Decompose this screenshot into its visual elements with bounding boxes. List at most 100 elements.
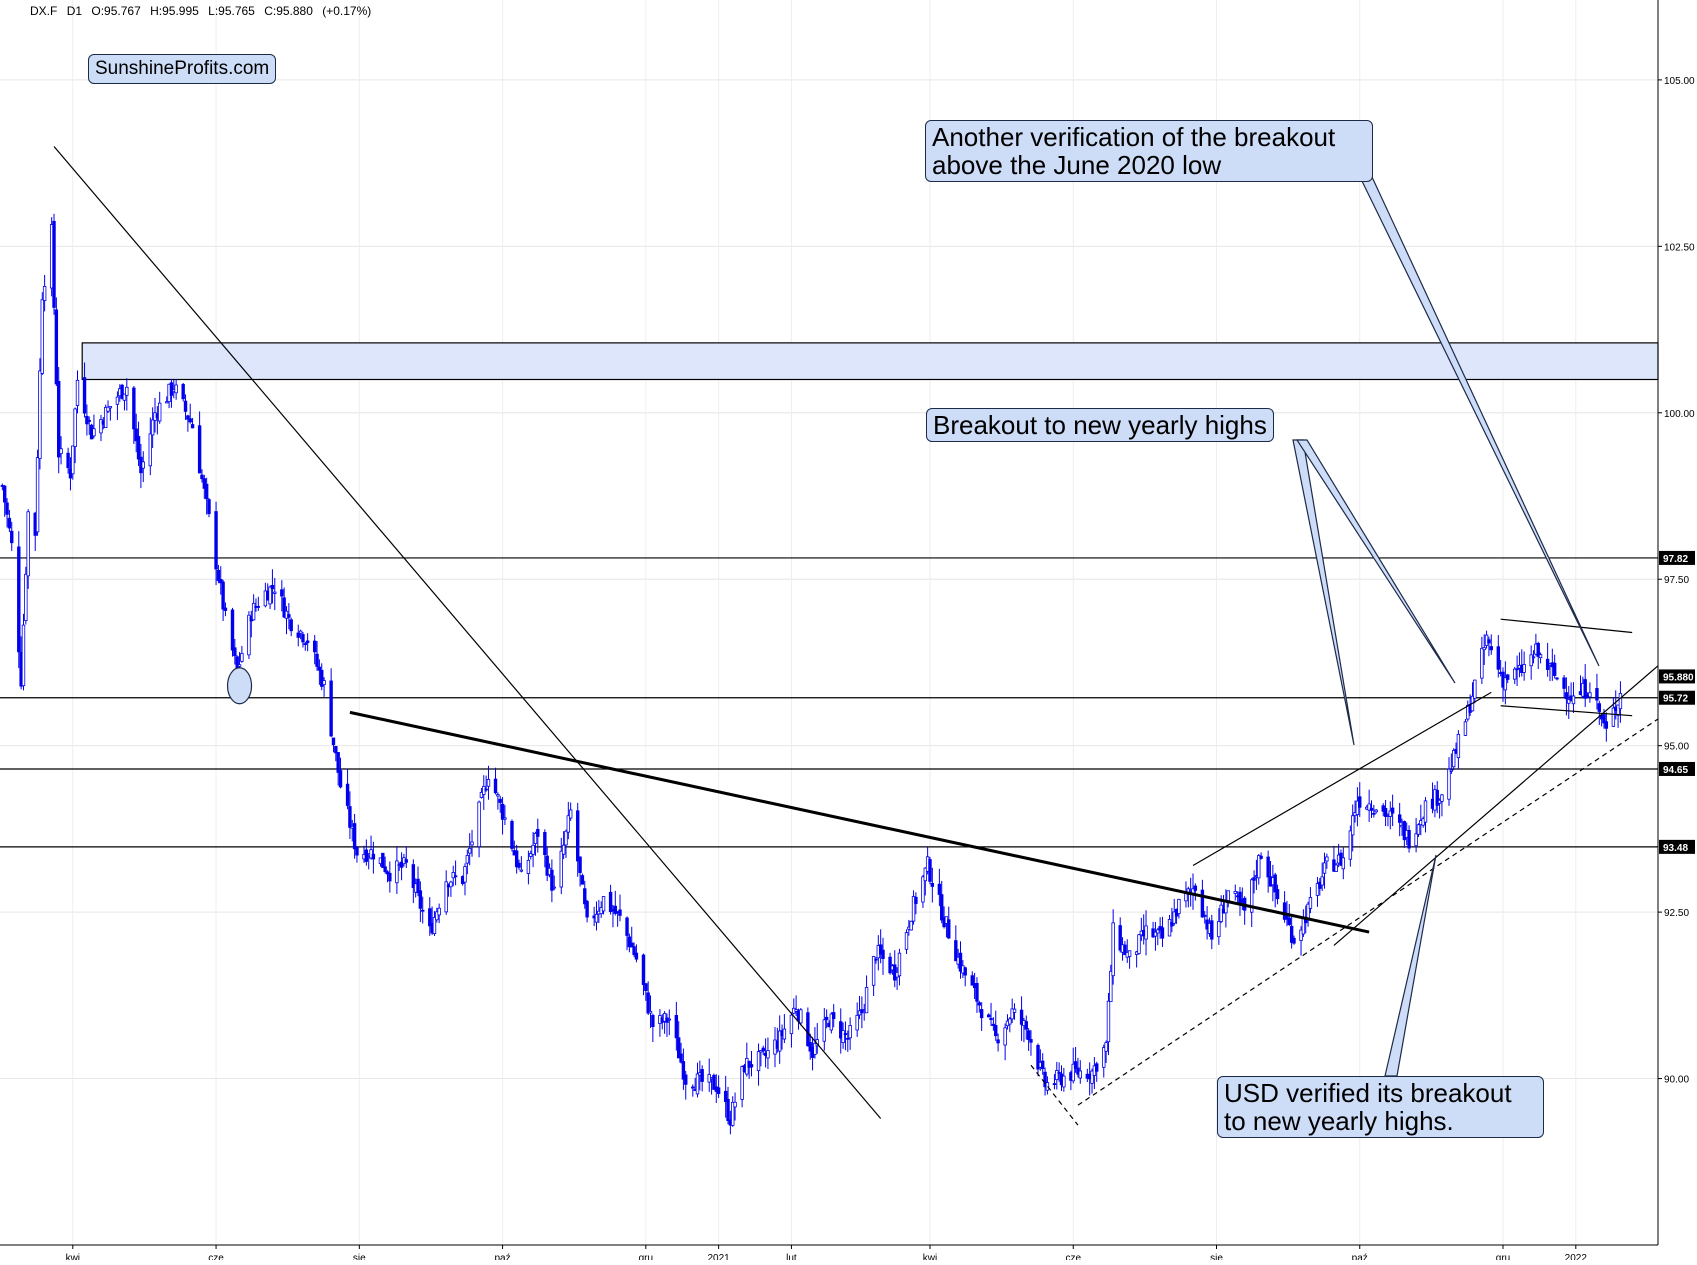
candle-body xyxy=(197,425,202,474)
candle-body xyxy=(977,1002,982,1006)
candle-body xyxy=(449,881,453,888)
candle-body xyxy=(691,1086,695,1089)
candle-body xyxy=(822,1019,827,1042)
candle-body xyxy=(1226,890,1230,902)
candle-body xyxy=(881,949,885,959)
level-price-label-bg xyxy=(1659,761,1695,776)
candle-body xyxy=(1250,879,1254,913)
candle-body xyxy=(1045,1082,1050,1091)
candle-body xyxy=(1118,925,1122,951)
candle-body xyxy=(1257,855,1261,879)
candle-body xyxy=(991,1023,996,1026)
candle-body xyxy=(1055,1070,1059,1081)
candle-body xyxy=(871,956,876,986)
candle-body xyxy=(543,832,547,856)
candle-body xyxy=(331,737,336,746)
candle-body xyxy=(914,896,918,904)
candle-body xyxy=(644,983,648,991)
candle-body xyxy=(1109,970,1113,1003)
candle-body xyxy=(1435,789,1439,806)
candle-body xyxy=(1595,688,1599,701)
candle-body xyxy=(733,1101,737,1108)
candle-body xyxy=(676,1037,681,1059)
candle-body xyxy=(531,844,535,855)
candle-body xyxy=(1449,769,1454,772)
candle-body xyxy=(613,905,617,914)
candle-body xyxy=(1156,929,1160,934)
candle-body xyxy=(240,652,244,662)
candle-body xyxy=(10,530,14,544)
candle-body xyxy=(1102,1047,1106,1068)
thin-trendline xyxy=(1500,705,1633,717)
level-price-label: 95.72 xyxy=(1663,694,1688,705)
candle-body xyxy=(975,983,979,1002)
candle-body xyxy=(1482,647,1486,651)
candle-body xyxy=(1019,1009,1024,1025)
candle-body xyxy=(207,499,211,515)
candle-body xyxy=(165,401,169,404)
candle-body xyxy=(317,666,322,671)
candle-body xyxy=(928,859,932,882)
candle-body xyxy=(1351,815,1355,836)
candle-body xyxy=(761,1047,765,1052)
candle-body xyxy=(726,1098,730,1121)
candle-body xyxy=(303,643,307,645)
candle-body xyxy=(1604,721,1609,729)
level-price-label-bg xyxy=(1659,690,1695,705)
candle-body xyxy=(1423,800,1428,823)
candle-body xyxy=(1287,917,1291,925)
candle-body xyxy=(388,872,392,882)
candle-body xyxy=(1567,699,1571,704)
candle-body xyxy=(1008,1018,1012,1025)
candle-body xyxy=(479,792,484,798)
candle-body xyxy=(54,309,59,385)
x-tick-label: paź xyxy=(1352,1253,1368,1260)
dashed-trendline xyxy=(1077,718,1659,1106)
candle-body xyxy=(1390,807,1395,814)
candle-body xyxy=(904,932,909,950)
candle-body xyxy=(1522,664,1526,673)
candle-body xyxy=(214,511,218,570)
candle-body xyxy=(583,888,587,905)
candle-body xyxy=(1289,925,1294,943)
y-tick-label: 90.00 xyxy=(1664,1075,1689,1086)
candle-body xyxy=(667,1018,672,1021)
candle-body xyxy=(1252,877,1256,881)
candle-body xyxy=(5,502,9,515)
candle-body xyxy=(312,640,317,653)
candle-body xyxy=(1078,1070,1082,1079)
candle-body xyxy=(608,891,613,913)
callout-breakout-verification: Another verification of the breakout abo… xyxy=(925,120,1373,182)
candle-body xyxy=(1167,919,1172,937)
candle-body xyxy=(1320,876,1324,886)
pointer-yearly-highs-right xyxy=(1295,439,1456,684)
candle-body xyxy=(364,849,369,862)
candle-body xyxy=(453,875,458,878)
candle-body xyxy=(1355,800,1360,816)
candle-body xyxy=(150,419,155,436)
candle-body xyxy=(251,602,256,621)
dashed-trendline xyxy=(1030,1064,1079,1126)
candle-body xyxy=(712,1074,716,1090)
candle-body xyxy=(59,448,63,455)
candle-body xyxy=(106,406,110,412)
candle-body xyxy=(1036,1044,1040,1070)
candle-body xyxy=(1137,934,1141,954)
candle-body xyxy=(1538,654,1543,659)
candle-body xyxy=(930,883,935,887)
candle-body xyxy=(813,1042,817,1055)
candle-body xyxy=(87,420,91,422)
candle-body xyxy=(550,869,554,891)
candle-body xyxy=(799,1009,803,1024)
candle-body xyxy=(1414,833,1418,847)
candle-body xyxy=(256,605,261,608)
candle-body xyxy=(122,393,127,401)
candle-body xyxy=(336,752,340,773)
x-tick-label: gru xyxy=(639,1253,653,1260)
candle-body xyxy=(1052,1083,1057,1086)
low-value: L:95.765 xyxy=(208,4,255,18)
candle-body xyxy=(1515,668,1519,671)
candle-body xyxy=(923,867,927,882)
candle-body xyxy=(1564,692,1569,700)
